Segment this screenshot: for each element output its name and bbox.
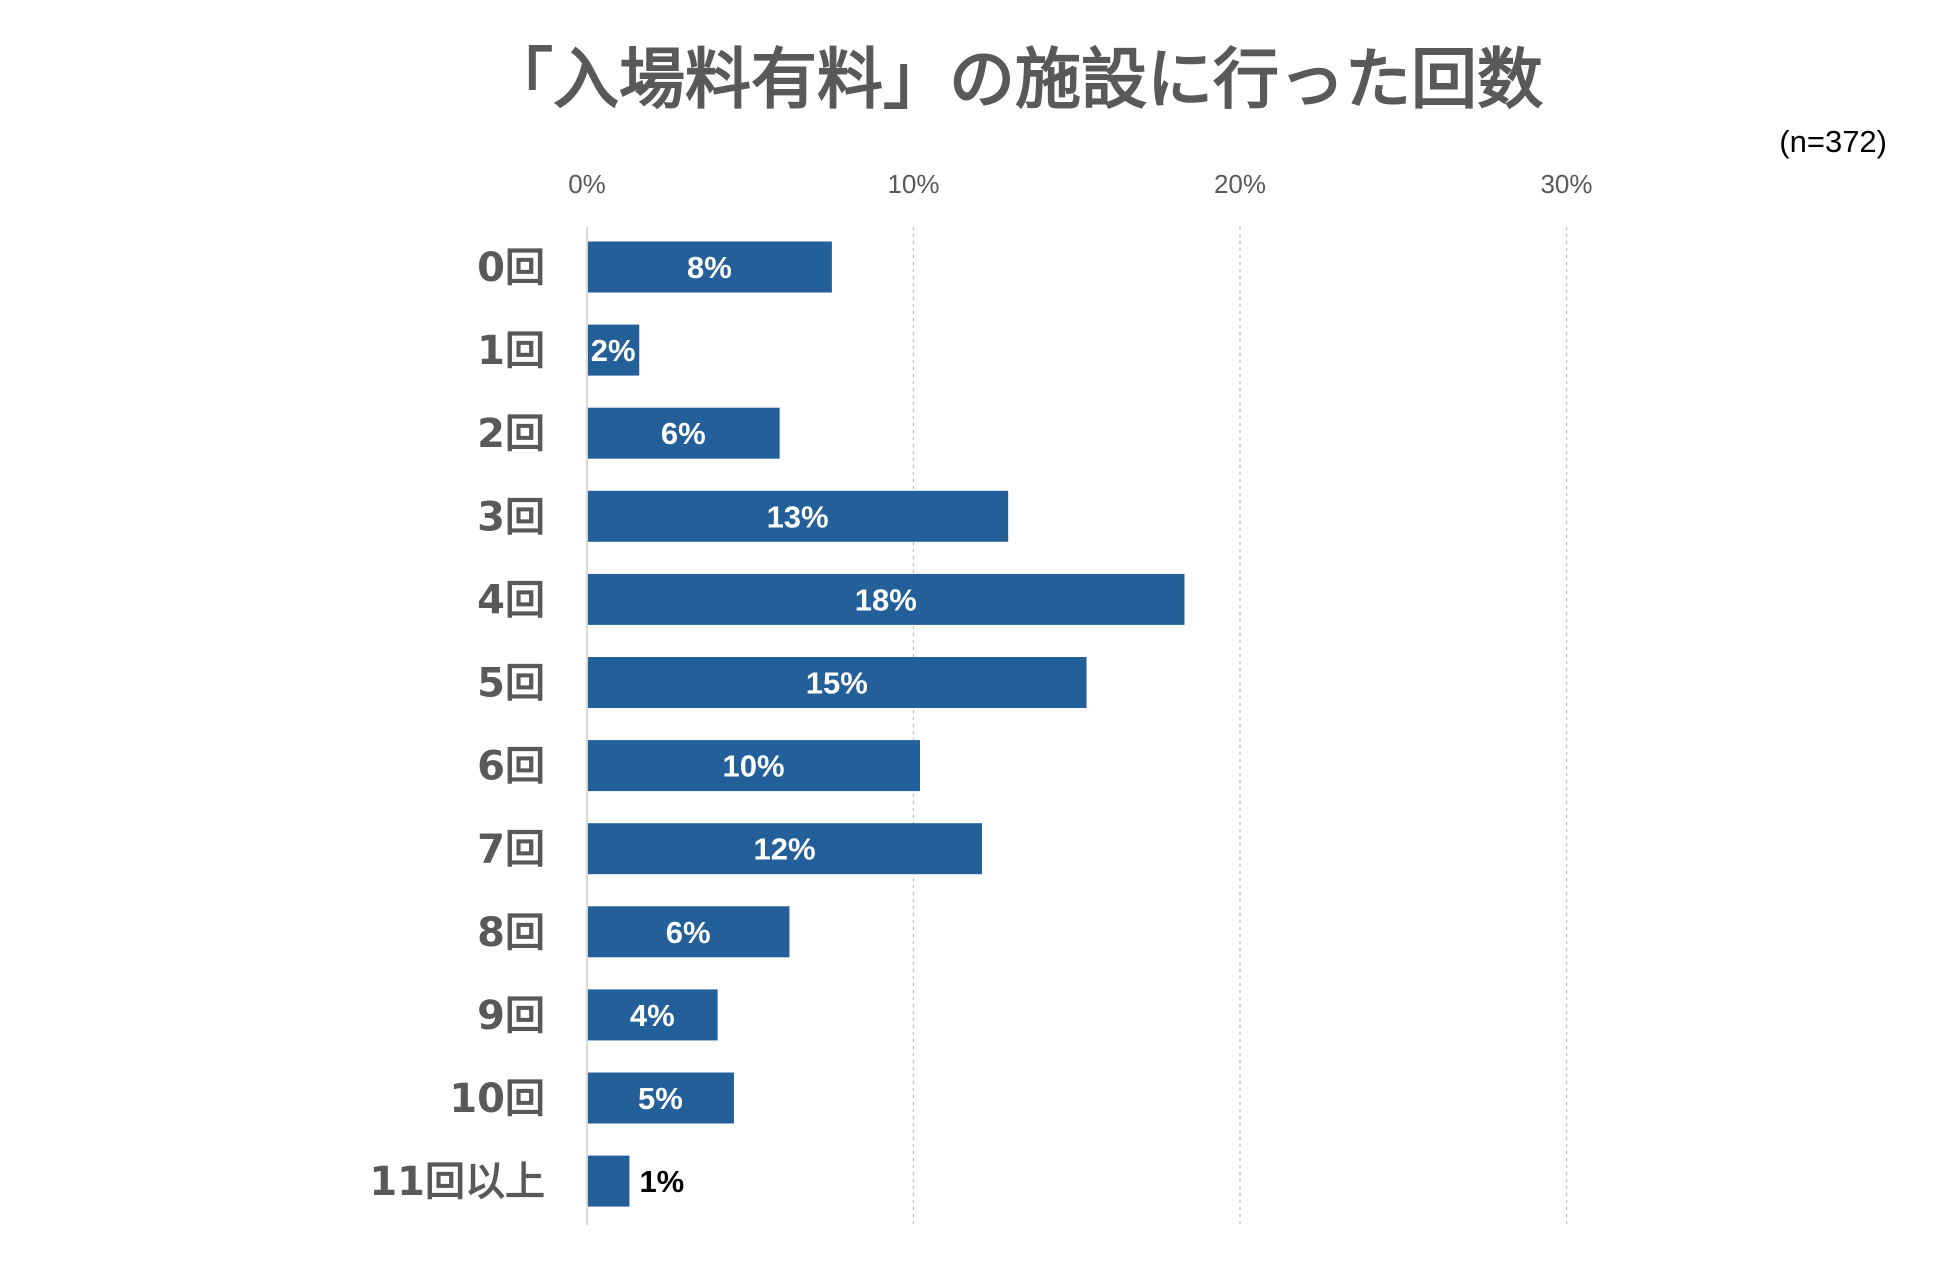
bar — [587, 490, 1009, 542]
x-tick-label: 0% — [568, 169, 606, 199]
bar — [587, 573, 1185, 625]
bar — [587, 1072, 734, 1124]
category-label: 7回 — [477, 827, 545, 873]
bar — [587, 657, 1087, 708]
value-labels: 8% 2% 6% 13% 18% 15% 10% 12% 6% 4% 5% 1% — [591, 250, 917, 1199]
gridlines — [912, 227, 1568, 1225]
category-label: 4回 — [477, 577, 545, 623]
category-label: 0回 — [477, 245, 545, 291]
category-label: 6回 — [477, 744, 545, 790]
bar — [587, 906, 790, 958]
chart-title: 「入場料有料」の施設に行った回数 — [487, 41, 1543, 118]
category-label: 1回 — [477, 328, 545, 374]
value-label: 15% — [806, 666, 868, 701]
category-labels: 0回 1回 2回 3回 4回 5回 6回 7回 8回 9回 10回 11回以上 — [369, 245, 545, 1205]
x-tick-label: 10% — [887, 169, 939, 199]
category-label: 3回 — [477, 494, 545, 540]
value-label: 10% — [722, 749, 784, 784]
category-label: 8回 — [477, 910, 545, 956]
category-label: 9回 — [477, 993, 545, 1039]
category-label: 11回以上 — [369, 1159, 545, 1205]
x-axis-ticks: 0% 10% 20% 30% — [568, 169, 1592, 199]
x-tick-label: 20% — [1214, 169, 1266, 199]
bar — [587, 740, 921, 792]
value-label: 8% — [687, 250, 732, 285]
sample-size-note: (n=372) — [1779, 124, 1887, 159]
value-label: 4% — [630, 998, 675, 1033]
category-label: 2回 — [477, 411, 545, 457]
value-label: 18% — [855, 582, 917, 617]
bar — [587, 407, 780, 459]
value-label: 2% — [591, 333, 636, 368]
bar — [587, 241, 832, 293]
bar — [587, 823, 983, 875]
category-label: 5回 — [477, 661, 545, 707]
value-label: 6% — [661, 416, 706, 451]
bar — [587, 1155, 630, 1207]
x-tick-label: 30% — [1540, 169, 1592, 199]
bars — [587, 241, 1185, 1207]
value-label: 5% — [638, 1081, 683, 1116]
value-label: 13% — [767, 499, 829, 534]
bar — [587, 989, 718, 1041]
value-label: 6% — [666, 915, 711, 950]
value-label: 1% — [639, 1164, 684, 1199]
value-label: 12% — [754, 832, 816, 867]
category-label: 10回 — [449, 1076, 545, 1122]
bar — [587, 324, 640, 376]
